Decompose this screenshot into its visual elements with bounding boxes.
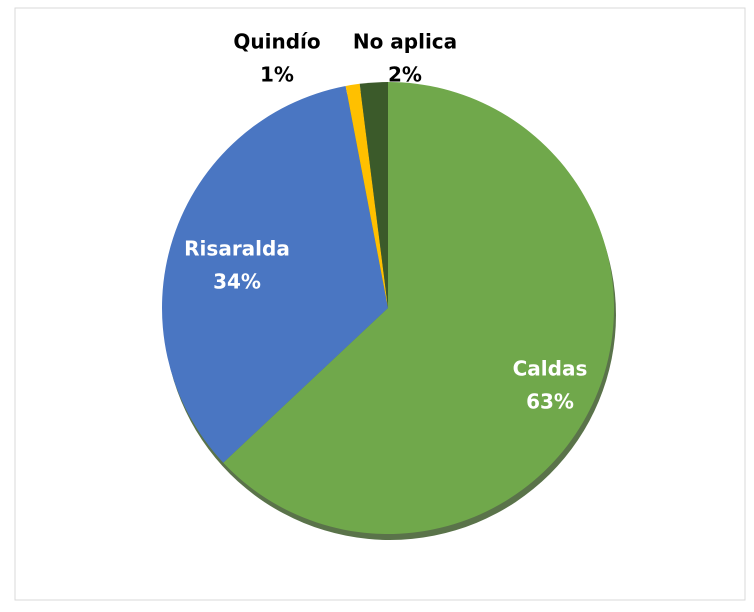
category-label: Caldas	[513, 357, 588, 381]
category-label: Risaralda	[184, 237, 290, 261]
category-label: Quindío	[233, 30, 320, 54]
value-label: 63%	[526, 390, 574, 414]
pie-slice	[359, 82, 388, 308]
pie-slice	[345, 83, 388, 308]
pie-slice	[162, 86, 388, 463]
value-label: 1%	[260, 63, 294, 87]
slices	[162, 82, 614, 534]
pie-slice	[223, 82, 614, 534]
value-label: 34%	[213, 270, 261, 294]
category-label: No aplica	[353, 30, 457, 54]
labels: Caldas 63% Risaralda 34% Quindío 1% No aplica 2…	[184, 30, 587, 414]
value-label: 2%	[388, 63, 422, 87]
